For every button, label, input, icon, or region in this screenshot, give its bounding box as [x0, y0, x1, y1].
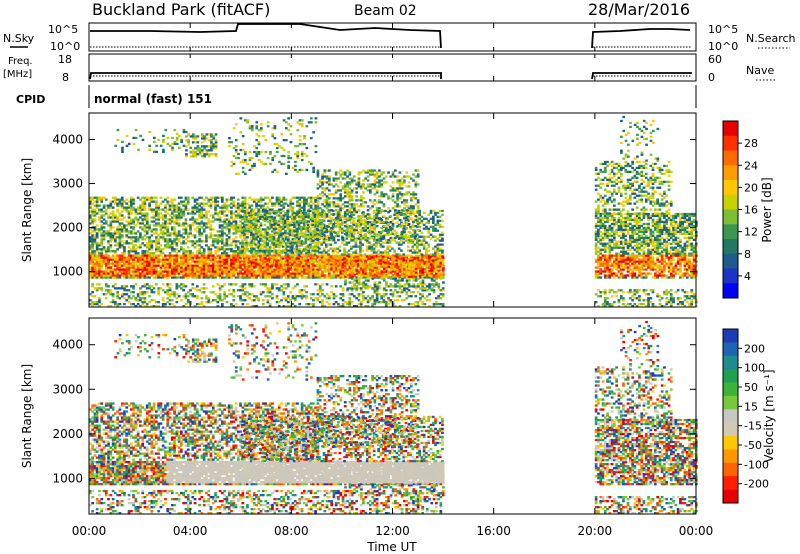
velocity-cbar-swatch-3	[723, 369, 738, 383]
velocity-cbar-swatch-0	[723, 329, 738, 343]
velocity-y-axis: 1000 2000 3000 4000	[52, 338, 696, 485]
velocity-ytick-label-2: 3000	[52, 382, 83, 396]
cpid-value: normal (fast) 151	[94, 92, 212, 106]
velocity-cbar-tick-5: -50	[744, 439, 762, 452]
xtick-label-5: 20:00	[578, 524, 613, 538]
date-title: 28/Mar/2016	[588, 0, 690, 19]
power-cbar-tick-2: 20	[744, 181, 758, 194]
velocity-ylabel: Slant Range [km]	[20, 364, 34, 468]
xtick-label-2: 08:00	[274, 524, 309, 538]
power-cbar-swatch-0	[723, 121, 738, 137]
power-ytick-label-3: 4000	[52, 132, 83, 146]
nave-label: Nave	[746, 64, 774, 77]
velocity-cbar-swatch-6	[723, 409, 738, 423]
station-title: Buckland Park (fitACF)	[92, 0, 270, 19]
velocity-panel: 1000 2000 3000 4000 Slant Range [km] 200 100…	[20, 317, 776, 515]
velocity-heatmap-cells	[89, 320, 698, 515]
power-panel: 1000 2000 3000 4000 Slant Range [km] 28 24 20…	[20, 112, 774, 308]
xtick-label-0: 00:00	[72, 524, 107, 538]
power-cbar-swatch-8	[723, 239, 738, 255]
velocity-cbar-swatch-4	[723, 382, 738, 397]
xtick-label-3: 12:00	[375, 524, 410, 538]
cpid-strip: CPID normal (fast) 151	[16, 85, 697, 108]
power-cbar-swatch-7	[723, 224, 738, 240]
velocity-ytick-label-0: 1000	[52, 471, 83, 485]
nsky-strip: N.Sky 10^5 10^0 10^5 10^0 N.Search	[3, 22, 796, 53]
power-ytick-label-0: 1000	[52, 265, 83, 279]
nsearch-tick-top: 10^5	[708, 23, 738, 36]
time-x-axis: 00:00 04:00 08:00 12:00 16:00 20:00 00:00	[72, 23, 714, 538]
velocity-cbar-swatch-12	[723, 489, 738, 504]
power-heatmap-cells	[89, 115, 698, 308]
beam-title: Beam 02	[354, 3, 417, 19]
velocity-cbar-swatch-7	[723, 422, 738, 437]
velocity-cbar-swatch-8	[723, 436, 738, 450]
cpid-label: CPID	[16, 93, 45, 106]
velocity-cbar-swatch-2	[723, 355, 738, 370]
nsky-trace	[90, 23, 442, 49]
nsearch-label: N.Search	[746, 32, 796, 45]
velocity-cbar-swatch-11	[723, 476, 738, 490]
freq-unit: [MHz]	[3, 69, 32, 80]
xtick-label-4: 16:00	[476, 524, 511, 538]
power-cbar-swatch-5	[723, 194, 738, 210]
power-colorbar: 28 24 20 16 12 8 4	[722, 120, 758, 299]
velocity-colorbar: 200 100 50 15 -15 -50 -100 -200	[722, 328, 769, 504]
nsky-tick-bottom: 10^0	[50, 40, 80, 53]
power-cbar-tick-1: 24	[744, 159, 758, 172]
xaxis-label: Time UT	[366, 540, 417, 554]
velocity-cbar-swatch-1	[723, 342, 738, 357]
nsky-tick-top: 10^5	[48, 23, 78, 36]
power-cbar-swatch-2	[723, 150, 738, 166]
power-cbar-swatch-6	[723, 209, 738, 225]
power-y-axis: 1000 2000 3000 4000	[52, 132, 696, 279]
xtick-label-1: 04:00	[173, 524, 208, 538]
power-ylabel: Slant Range [km]	[20, 158, 34, 262]
velocity-cbar-tick-1: 100	[744, 362, 765, 375]
power-ytick-label-2: 3000	[52, 177, 83, 191]
power-cbar-swatch-3	[723, 165, 738, 181]
velocity-cbar-tick-4: -15	[744, 420, 762, 433]
nave-tick-bottom: 0	[708, 71, 715, 84]
power-cbar-tick-4: 12	[744, 226, 758, 239]
nsky-label: N.Sky	[3, 32, 35, 45]
nave-tick-top: 60	[708, 53, 722, 66]
velocity-cbar-tick-2: 50	[744, 381, 758, 394]
power-cbar-swatch-10	[723, 268, 738, 284]
power-cbar-tick-3: 16	[744, 204, 758, 217]
power-cbar-swatch-4	[723, 180, 738, 196]
xtick-label-6: 00:00	[679, 524, 714, 538]
power-cbar-tick-6: 4	[744, 270, 751, 283]
nsearch-tick-bottom: 10^0	[708, 40, 738, 53]
power-ytick-label-1: 2000	[52, 221, 83, 235]
velocity-cbar-swatch-10	[723, 462, 738, 477]
power-cbar-swatch-1	[723, 135, 738, 151]
power-cbar-swatch-11	[723, 283, 738, 299]
power-cbar-tick-5: 8	[744, 248, 751, 261]
freq-strip: Freq. [MHz] 18 8 60 0 Nave	[3, 53, 776, 84]
freq-tick-top: 18	[58, 53, 72, 66]
power-cbar-label: Power [dB]	[760, 177, 774, 242]
power-cbar-swatch-9	[723, 253, 738, 269]
velocity-cbar-label: Velocity [m s⁻¹]	[762, 369, 776, 462]
freq-tick-bottom: 8	[62, 71, 69, 84]
velocity-cbar-swatch-5	[723, 395, 738, 410]
velocity-cbar-swatch-9	[723, 449, 738, 464]
velocity-cbar-tick-3: 15	[744, 400, 758, 413]
velocity-cbar-tick-6: -100	[744, 458, 769, 471]
power-cbar-tick-0: 28	[744, 137, 758, 150]
velocity-ytick-label-1: 2000	[52, 427, 83, 441]
freq-label: Freq.	[8, 56, 33, 67]
velocity-cbar-tick-7: -200	[744, 478, 769, 491]
velocity-cbar-tick-0: 200	[744, 342, 765, 355]
velocity-ytick-label-3: 4000	[52, 338, 83, 352]
